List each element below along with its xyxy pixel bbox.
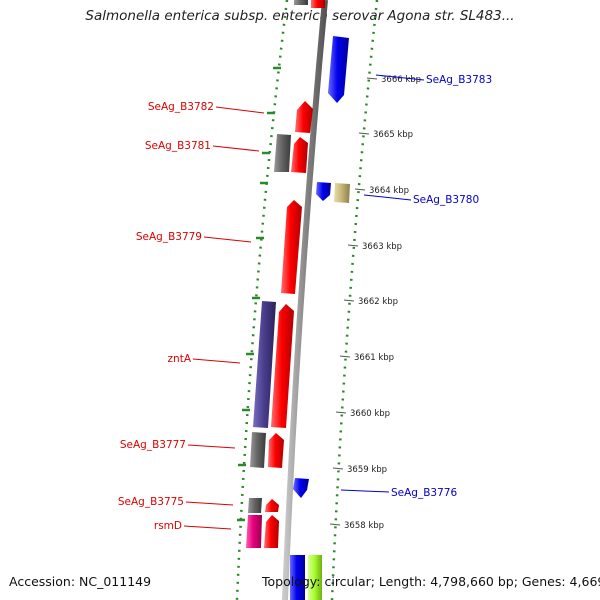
label-SeAg_B3777[interactable]: SeAg_B3777 <box>120 439 186 451</box>
label-lines <box>183 74 425 530</box>
topology-text: Topology: circular; Length: 4,798,660 bp… <box>262 574 600 589</box>
genome-backbone <box>282 0 328 600</box>
tick-mark <box>358 132 370 135</box>
label-rsmD[interactable]: rsmD <box>154 520 182 532</box>
gene-SeAg_B3779[interactable] <box>281 200 302 294</box>
feature-red-top[interactable] <box>311 0 325 8</box>
gene-SeAg_B3776[interactable] <box>293 478 309 498</box>
tick-label: 3666 kbp <box>381 75 421 85</box>
tick-mark <box>329 523 341 526</box>
tick-mark <box>339 355 351 358</box>
label-SeAg_B3775[interactable]: SeAg_B3775 <box>118 496 184 508</box>
tick-label: 3658 kbp <box>344 521 384 531</box>
label-SeAg_B3781[interactable]: SeAg_B3781 <box>145 140 211 152</box>
tick-mark <box>366 77 378 80</box>
tick-label: 3663 kbp <box>362 242 402 252</box>
feature-khaki[interactable] <box>334 183 350 203</box>
map-title: Salmonella enterica subsp. enterica sero… <box>85 8 515 24</box>
gene-SeAg_B3783[interactable] <box>328 36 349 103</box>
feature-gray-2[interactable] <box>250 432 266 468</box>
label-SeAg_B3779[interactable]: SeAg_B3779 <box>136 231 202 243</box>
label-SeAg_B3776[interactable]: SeAg_B3776 <box>391 487 457 499</box>
tick-label: 3665 kbp <box>373 130 413 140</box>
features <box>246 0 350 600</box>
feature-gray-1[interactable] <box>274 134 291 172</box>
tick-mark <box>335 411 347 414</box>
gene-SeAg_B3781[interactable] <box>291 137 308 173</box>
tick-label: 3659 kbp <box>347 465 387 475</box>
feature-gray-3[interactable] <box>248 498 262 513</box>
tick-label: 3664 kbp <box>369 186 409 196</box>
gene-labels: SeAg_B3783 SeAg_B3782 SeAg_B3781 SeAg_B3… <box>118 74 492 532</box>
gene-SeAg_B3780[interactable] <box>316 182 331 201</box>
feature-magenta-rsmD[interactable] <box>246 515 262 548</box>
accession-text: Accession: NC_011149 <box>9 574 152 589</box>
label-zntA[interactable]: zntA <box>168 353 192 365</box>
tick-mark <box>347 244 359 247</box>
label-SeAg_B3782[interactable]: SeAg_B3782 <box>148 101 214 113</box>
gene-SeAg_B3777[interactable] <box>268 433 284 468</box>
gene-rsmD[interactable] <box>264 515 279 548</box>
feature-gray-top[interactable] <box>294 0 308 5</box>
gene-SeAg_B3782[interactable] <box>295 101 313 133</box>
feature-purple-zntA[interactable] <box>253 301 276 428</box>
tick-label: 3661 kbp <box>354 353 394 363</box>
gene-SeAg_B3775[interactable] <box>265 499 279 512</box>
gc-content-track <box>235 0 379 600</box>
tick-mark <box>354 188 366 191</box>
tick-mark <box>343 299 355 302</box>
gene-zntA[interactable] <box>271 304 294 428</box>
tick-label: 3662 kbp <box>358 297 398 307</box>
tick-marks: 3666 kbp 3665 kbp 3664 kbp 3663 kbp 3662 kbp… <box>329 75 421 531</box>
tick-label: 3660 kbp <box>350 409 390 419</box>
label-SeAg_B3780[interactable]: SeAg_B3780 <box>413 194 479 206</box>
feature-blue-bottom[interactable] <box>290 555 305 600</box>
feature-lime-bottom[interactable] <box>308 555 322 600</box>
label-SeAg_B3783[interactable]: SeAg_B3783 <box>426 74 492 86</box>
tick-mark <box>332 467 344 470</box>
